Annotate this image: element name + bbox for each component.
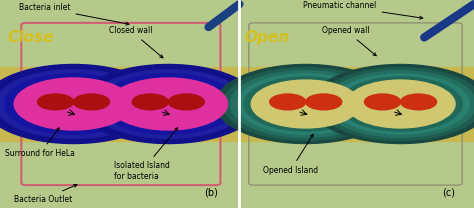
Circle shape (270, 94, 306, 110)
Circle shape (100, 74, 237, 134)
Text: Bacteria Outlet: Bacteria Outlet (14, 184, 77, 204)
Bar (239, 0, 474, 208)
Circle shape (168, 94, 204, 110)
Circle shape (90, 70, 246, 138)
Circle shape (223, 68, 389, 140)
Circle shape (132, 94, 168, 110)
Text: (c): (c) (442, 188, 455, 198)
Circle shape (244, 77, 367, 131)
Bar (120, 97, 171, 111)
Circle shape (251, 80, 360, 128)
Text: Opened Island: Opened Island (263, 134, 318, 175)
Bar (352, 97, 403, 111)
Circle shape (216, 64, 396, 144)
Circle shape (310, 64, 474, 144)
Circle shape (365, 94, 401, 110)
Circle shape (230, 71, 382, 137)
Bar (0, 0, 239, 208)
Circle shape (339, 77, 462, 131)
Text: Isolated Island
for bacteria: Isolated Island for bacteria (114, 128, 178, 181)
Circle shape (73, 94, 109, 110)
Text: Close: Close (7, 30, 54, 45)
Circle shape (401, 94, 437, 110)
Text: Pneumatic channel: Pneumatic channel (303, 1, 423, 19)
Text: Closed wall: Closed wall (109, 26, 163, 58)
Text: Bacteria inlet: Bacteria inlet (19, 3, 129, 25)
Circle shape (346, 80, 455, 128)
Circle shape (332, 74, 469, 134)
Circle shape (14, 78, 133, 130)
Circle shape (306, 94, 342, 110)
Text: (b): (b) (204, 188, 218, 198)
Circle shape (0, 64, 164, 144)
Circle shape (109, 78, 228, 130)
Circle shape (237, 74, 374, 134)
Text: Open: Open (244, 30, 289, 45)
Text: Opened wall: Opened wall (322, 26, 376, 56)
Circle shape (37, 94, 73, 110)
Circle shape (318, 68, 474, 140)
Text: Surround for HeLa: Surround for HeLa (5, 128, 74, 158)
Circle shape (78, 64, 258, 144)
Circle shape (5, 74, 142, 134)
Circle shape (325, 71, 474, 137)
Bar (239, 67, 474, 141)
Circle shape (0, 70, 152, 138)
Bar (0, 67, 239, 141)
